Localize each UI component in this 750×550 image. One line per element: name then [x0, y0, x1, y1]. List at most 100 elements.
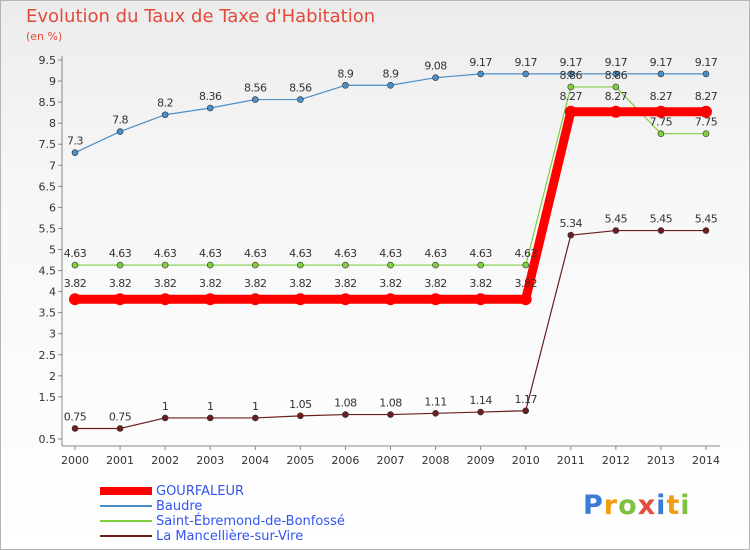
data-point — [251, 261, 259, 269]
data-point — [204, 293, 217, 306]
y-tick-label: 5 — [49, 244, 56, 257]
data-point — [297, 96, 304, 103]
data-point — [342, 411, 349, 418]
data-point — [432, 410, 439, 417]
data-label: 8.27 — [560, 90, 583, 103]
legend-swatch — [100, 487, 152, 495]
data-point — [116, 261, 124, 269]
data-point — [297, 261, 304, 269]
data-point — [387, 261, 394, 269]
data-label: 9.17 — [469, 56, 492, 69]
data-point — [161, 414, 169, 422]
x-tick-label: 2011 — [557, 454, 585, 467]
y-tick-label: 2.5 — [39, 349, 57, 362]
data-point — [567, 70, 575, 78]
data-label: 4.63 — [64, 247, 87, 260]
y-tick-label: 2 — [49, 370, 56, 383]
data-label: 7.75 — [650, 116, 673, 129]
data-point — [384, 293, 397, 306]
legend-label: Baudre — [156, 499, 203, 514]
data-label: 4.63 — [154, 247, 177, 260]
data-point — [294, 293, 307, 306]
data-label: 1.05 — [289, 398, 312, 411]
data-point — [654, 105, 667, 118]
data-label: 5.45 — [650, 213, 673, 226]
data-label: 4.63 — [379, 247, 402, 260]
data-point — [342, 81, 349, 89]
data-point — [249, 293, 262, 306]
x-tick-label: 2002 — [151, 454, 179, 467]
data-label: 8.2 — [157, 97, 173, 110]
x-tick-label: 2007 — [377, 454, 405, 467]
data-label: 3.82 — [109, 277, 132, 290]
data-label: 3.82 — [64, 277, 87, 290]
data-label: 3.82 — [379, 277, 402, 290]
legend-item-saint-ebremond[interactable]: Saint-Ébremond-de-Bonfossé — [100, 514, 420, 529]
data-label: 3.82 — [244, 277, 267, 290]
data-point — [429, 293, 442, 306]
x-tick-label: 2014 — [692, 454, 720, 467]
data-point — [387, 81, 394, 89]
y-tick-label: 7.5 — [39, 138, 57, 151]
data-point — [564, 105, 577, 118]
data-point — [702, 130, 710, 137]
data-label: 8.27 — [605, 90, 628, 103]
data-label: 3.82 — [334, 277, 357, 290]
data-label: 1.14 — [469, 394, 492, 407]
data-point — [161, 111, 169, 119]
data-label: 4.63 — [199, 247, 222, 260]
data-label: 3.82 — [154, 277, 177, 290]
x-tick-label: 2009 — [467, 454, 495, 467]
data-point — [612, 70, 620, 78]
data-label: 4.63 — [244, 247, 267, 260]
data-point — [114, 293, 127, 306]
data-label: 9.08 — [424, 60, 447, 73]
data-point — [609, 105, 622, 118]
data-label: 9.17 — [514, 56, 537, 69]
logo-letter: t — [666, 490, 681, 521]
data-point — [206, 414, 214, 422]
proxiti-logo: Proxiti — [583, 490, 691, 521]
data-label: 1.17 — [514, 393, 537, 406]
series-line — [70, 107, 711, 304]
legend-swatch — [100, 535, 152, 537]
x-tick-label: 2000 — [61, 454, 89, 467]
data-point — [339, 293, 352, 306]
y-unit-label: (en %) — [26, 30, 63, 43]
legend-item-baudre[interactable]: Baudre — [100, 499, 420, 514]
legend-label: Saint-Ébremond-de-Bonfossé — [156, 514, 345, 529]
y-tick-label: 3 — [49, 328, 56, 341]
data-point — [432, 261, 439, 269]
data-label: 8.27 — [650, 90, 673, 103]
data-label: 0.75 — [64, 410, 87, 423]
data-label: 3.82 — [469, 277, 492, 290]
data-label: 7.3 — [67, 135, 83, 148]
data-point — [567, 231, 575, 239]
data-label: 5.45 — [695, 213, 718, 226]
data-label: 7.75 — [695, 116, 718, 129]
data-label: 4.63 — [334, 247, 357, 260]
legend-item-gourfaleur[interactable]: GOURFALEUR — [100, 484, 420, 499]
data-label: 1 — [252, 400, 259, 413]
data-point — [519, 293, 532, 306]
data-point — [474, 293, 487, 306]
data-label: 3.82 — [424, 277, 447, 290]
data-label: 7.8 — [112, 114, 128, 127]
chart-title: Evolution du Taux de Taxe d'Habitation — [26, 6, 376, 27]
logo-letter: P — [583, 490, 604, 521]
data-point — [612, 227, 620, 234]
y-tick-label: 4 — [49, 286, 56, 299]
y-tick-label: 9.5 — [39, 54, 57, 67]
data-label: 8.86 — [560, 69, 583, 82]
data-label: 4.63 — [469, 247, 492, 260]
data-point — [700, 105, 712, 118]
data-point — [159, 293, 172, 306]
legend-item-la-manceliere[interactable]: La Mancellière-sur-Vire — [100, 529, 420, 544]
data-label: 9.17 — [650, 56, 673, 69]
logo-letter: x — [637, 490, 657, 521]
data-point — [477, 70, 484, 78]
y-tick-label: 1.5 — [39, 391, 57, 404]
y-tick-label: 8 — [49, 117, 56, 130]
data-point — [71, 425, 79, 432]
